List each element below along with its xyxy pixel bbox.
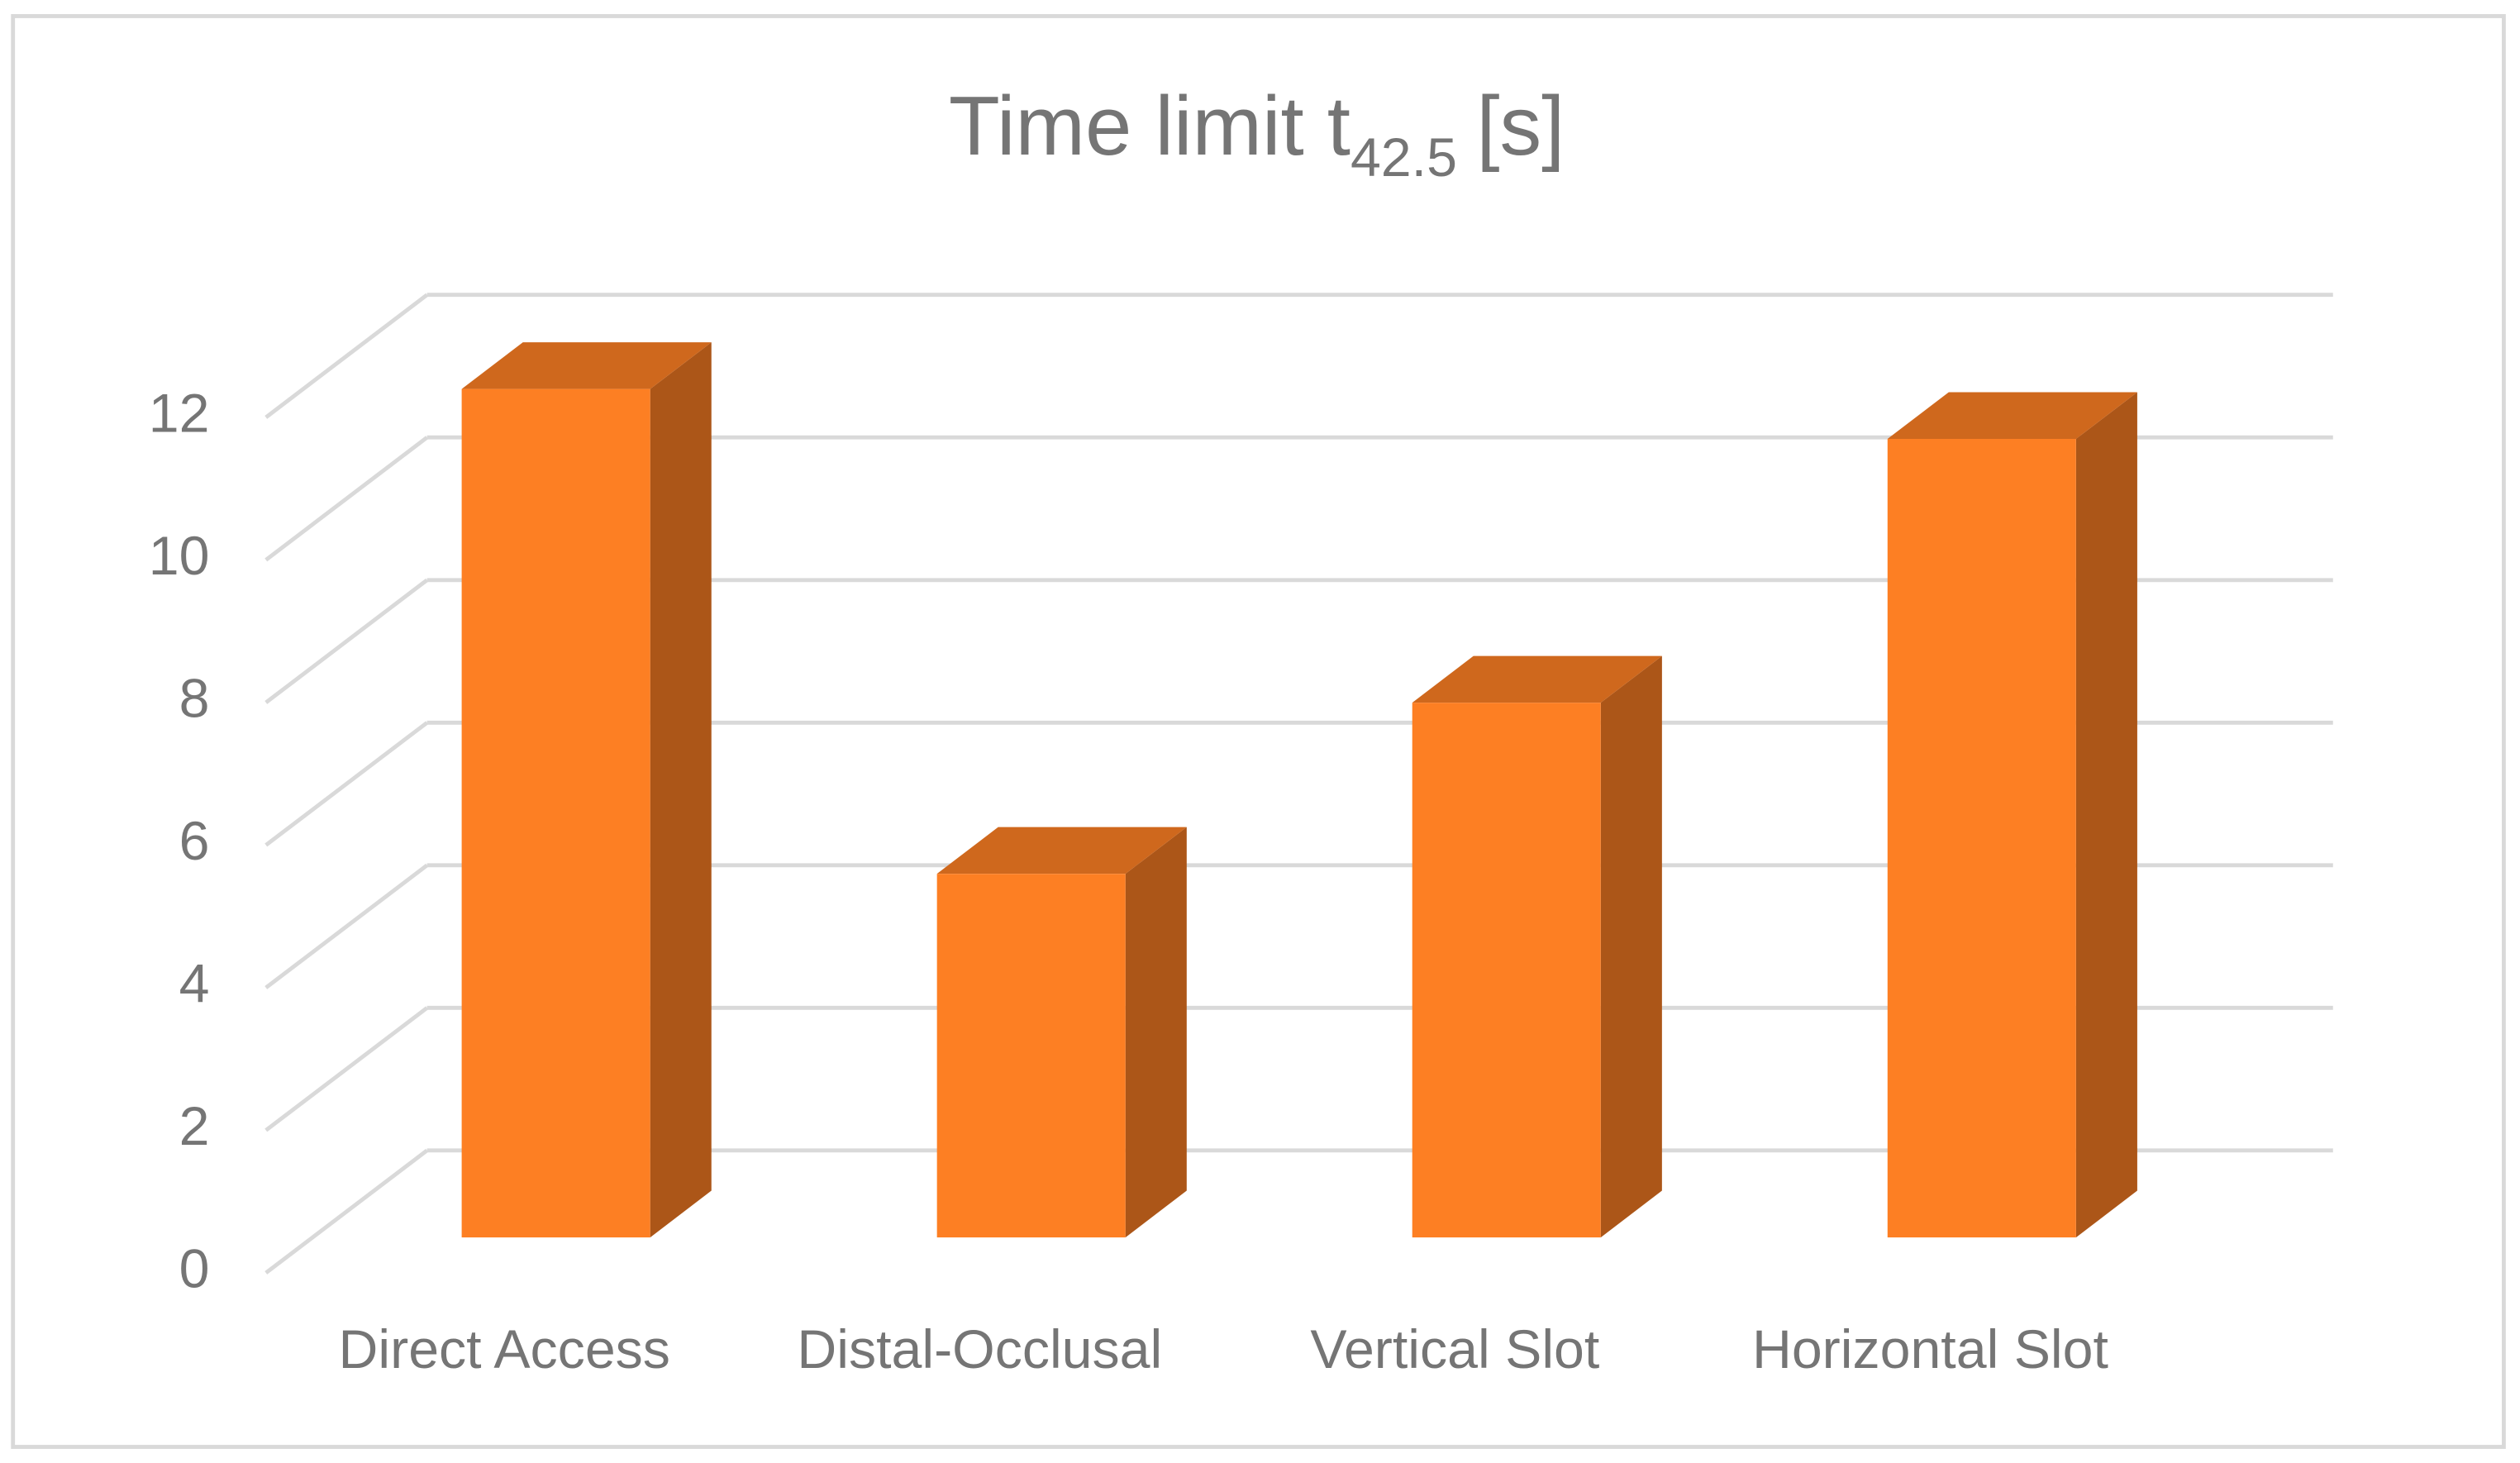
x-tick-label: Vertical Slot [1310, 1319, 1599, 1380]
x-tick-label: Distal-Occlusal [797, 1319, 1162, 1380]
bar [936, 874, 1126, 1238]
y-tick-label: 8 [179, 668, 210, 729]
grid-line-side [264, 436, 429, 562]
grid-line-side [264, 721, 429, 847]
bar-side [650, 342, 712, 1238]
x-tick-label: Horizontal Slot [1752, 1319, 2108, 1380]
y-tick-label: 12 [149, 383, 210, 444]
grid-line-side [264, 293, 429, 419]
bar-top [1887, 392, 2137, 439]
bar-top [461, 342, 712, 389]
x-tick-label: Direct Access [339, 1319, 670, 1380]
y-tick-label: 10 [149, 526, 210, 587]
bar [1412, 703, 1601, 1238]
y-tick-label: 6 [179, 811, 210, 872]
bar-top [936, 827, 1187, 874]
grid-line-side [264, 863, 429, 989]
bar-side [1125, 827, 1187, 1238]
y-tick-label: 4 [179, 953, 210, 1014]
chart-title: Time limit t42.5 [s] [949, 79, 1565, 188]
bar-side [1600, 655, 1662, 1238]
grid-line-side [264, 578, 429, 704]
title-subscript: 42.5 [1351, 126, 1457, 188]
bar-top [1412, 655, 1662, 703]
y-tick-label: 2 [179, 1096, 210, 1157]
title-suffix: [s] [1476, 79, 1565, 173]
bar-side [2075, 392, 2137, 1238]
bar [1887, 439, 2076, 1238]
bar [461, 388, 650, 1238]
title-main: Time limit t [949, 79, 1351, 173]
grid-line-side [264, 1006, 429, 1132]
grid-line-side [264, 1148, 429, 1275]
y-tick-label: 0 [179, 1238, 210, 1299]
